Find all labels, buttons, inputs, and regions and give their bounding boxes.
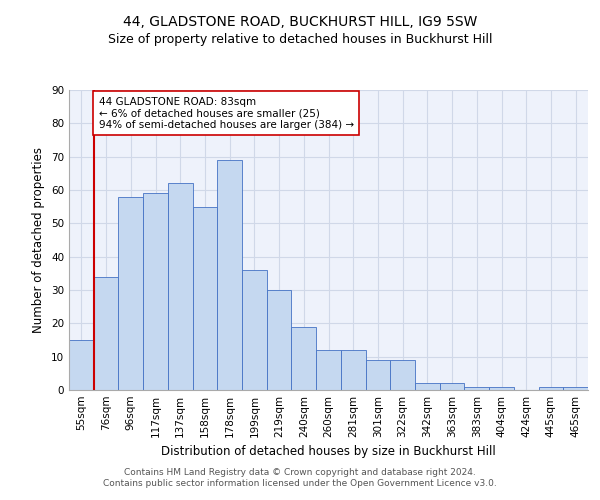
- Bar: [390, 360, 415, 390]
- Text: Size of property relative to detached houses in Buckhurst Hill: Size of property relative to detached ho…: [108, 32, 492, 46]
- Bar: [94, 276, 118, 390]
- Bar: [168, 184, 193, 390]
- Bar: [69, 340, 94, 390]
- Bar: [341, 350, 365, 390]
- Text: 44 GLADSTONE ROAD: 83sqm
← 6% of detached houses are smaller (25)
94% of semi-de: 44 GLADSTONE ROAD: 83sqm ← 6% of detache…: [98, 96, 354, 130]
- Text: Contains HM Land Registry data © Crown copyright and database right 2024.
Contai: Contains HM Land Registry data © Crown c…: [103, 468, 497, 487]
- Bar: [563, 386, 588, 390]
- Bar: [143, 194, 168, 390]
- Bar: [489, 386, 514, 390]
- Y-axis label: Number of detached properties: Number of detached properties: [32, 147, 46, 333]
- Bar: [242, 270, 267, 390]
- Bar: [118, 196, 143, 390]
- Bar: [316, 350, 341, 390]
- Bar: [267, 290, 292, 390]
- Bar: [217, 160, 242, 390]
- Text: 44, GLADSTONE ROAD, BUCKHURST HILL, IG9 5SW: 44, GLADSTONE ROAD, BUCKHURST HILL, IG9 …: [123, 15, 477, 29]
- Bar: [464, 386, 489, 390]
- Bar: [539, 386, 563, 390]
- Bar: [440, 384, 464, 390]
- Bar: [292, 326, 316, 390]
- Bar: [193, 206, 217, 390]
- X-axis label: Distribution of detached houses by size in Buckhurst Hill: Distribution of detached houses by size …: [161, 446, 496, 458]
- Bar: [415, 384, 440, 390]
- Bar: [365, 360, 390, 390]
